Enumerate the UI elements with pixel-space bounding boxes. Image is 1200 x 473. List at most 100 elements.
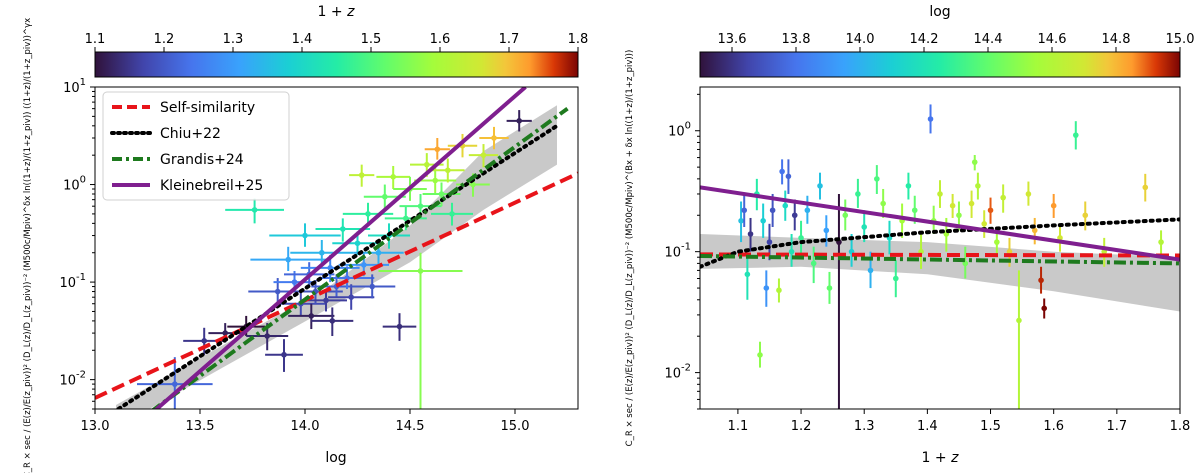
colorbar-tick-label: 13.8: [782, 32, 811, 47]
point-marker: [747, 231, 754, 237]
data-point: [311, 307, 354, 337]
data-point: [836, 193, 842, 409]
point-marker: [1006, 248, 1013, 255]
data-point: [1050, 193, 1057, 218]
model-line-chiu-22: [114, 123, 559, 409]
point-marker: [1072, 132, 1079, 138]
data-point: [968, 190, 975, 218]
point-marker: [382, 193, 388, 200]
point-marker: [788, 248, 795, 255]
point-marker: [323, 297, 329, 304]
point-marker: [417, 268, 424, 274]
data-point: [1038, 266, 1044, 294]
point-marker: [937, 191, 943, 197]
point-marker: [766, 239, 773, 245]
data-point: [741, 193, 748, 227]
point-marker: [438, 191, 445, 197]
left-colorbar-label: 1 + z: [318, 4, 356, 20]
point-marker: [222, 330, 228, 336]
y-tick-label: 10-2: [59, 370, 86, 389]
data-point: [971, 155, 978, 171]
point-marker: [375, 249, 382, 256]
point-marker: [480, 152, 487, 158]
colorbar-tick-label: 14.4: [974, 32, 1003, 47]
data-point: [1000, 184, 1006, 213]
point-marker: [757, 352, 763, 358]
data-point: [1016, 270, 1022, 409]
data-point: [855, 178, 861, 208]
data-point: [431, 158, 465, 183]
point-marker: [449, 211, 455, 217]
point-marker: [1038, 277, 1044, 284]
colorbar-tick-label: 14.0: [846, 32, 875, 47]
data-point: [137, 357, 213, 409]
point-marker: [434, 146, 441, 153]
data-point: [798, 220, 804, 255]
data-point: [447, 133, 478, 158]
data-point: [785, 159, 792, 194]
point-marker: [1142, 184, 1149, 191]
data-point: [927, 104, 934, 134]
y-tick-label: 10-2: [664, 363, 691, 382]
point-marker: [1016, 317, 1022, 324]
point-marker: [842, 212, 849, 219]
left-panel: 13.0 13.5 14.0 14.5 15.0 10-2 10-1 100 101 log C…: [23, 18, 579, 473]
data-point: [757, 341, 763, 368]
model-line-grandis-24: [700, 254, 1180, 266]
data-point: [949, 193, 956, 218]
data-point: [342, 202, 394, 226]
colorbar-tick-label: 13.6: [718, 32, 747, 47]
left-colorbar: 1 + z 1.1 1.2 1.3 1.4 1.5 1.6 1.7 1.8: [85, 4, 588, 78]
data-point: [468, 144, 499, 168]
right-colorbar: log 13.6 13.8 14.0 14.2 14.4 14.6 14.8 15.0: [699, 4, 1194, 78]
point-marker: [861, 224, 868, 230]
point-marker: [817, 183, 823, 189]
point-marker: [1057, 235, 1063, 241]
colorbar-tick-label: 14.2: [910, 32, 939, 47]
point-marker: [741, 207, 748, 214]
x-tick-label: 1.8: [1170, 419, 1191, 434]
colorbar-tick-label: 1.3: [223, 32, 244, 47]
data-point: [810, 246, 817, 284]
point-marker: [396, 323, 403, 330]
point-marker: [358, 172, 365, 178]
colorbar-tick-label: 1.4: [292, 32, 313, 47]
data-point: [1072, 121, 1079, 150]
point-marker: [892, 275, 899, 282]
legend-label-chiu22: Chiu+22: [160, 126, 221, 142]
point-marker: [348, 294, 355, 301]
point-marker: [354, 240, 361, 247]
data-point: [987, 197, 994, 224]
point-marker: [172, 381, 178, 387]
data-point: [776, 278, 782, 303]
x-tick-label: 1.5: [980, 419, 1001, 434]
right-ylabel: C_R × sec / (E(z)/E(z_piv))² (D_L(z)/D_L…: [625, 50, 635, 447]
point-marker: [971, 159, 978, 165]
y-tick-label: 10-1: [664, 242, 691, 261]
point-marker: [782, 202, 789, 209]
data-point: [823, 215, 830, 247]
point-marker: [340, 226, 346, 232]
legend-label-kleinebreil25: Kleinebreil+25: [160, 178, 263, 194]
data-point: [225, 198, 284, 224]
point-marker: [823, 227, 830, 234]
data-point: [1041, 298, 1048, 319]
data-point: [506, 110, 532, 132]
x-tick-label: 13.5: [186, 419, 215, 434]
data-point: [328, 284, 375, 310]
point-marker: [1041, 305, 1048, 312]
x-tick-label: 14.5: [396, 419, 425, 434]
point-marker: [804, 207, 811, 214]
data-point: [817, 172, 823, 200]
data-point: [290, 240, 354, 265]
data-point: [288, 303, 335, 330]
point-marker: [308, 313, 315, 319]
data-point: [1025, 181, 1032, 206]
data-point: [1082, 201, 1089, 231]
data-point: [804, 195, 811, 224]
point-marker: [738, 218, 744, 224]
data-point: [981, 210, 988, 238]
point-marker: [1050, 202, 1057, 209]
data-point: [424, 138, 450, 160]
point-marker: [975, 183, 981, 189]
